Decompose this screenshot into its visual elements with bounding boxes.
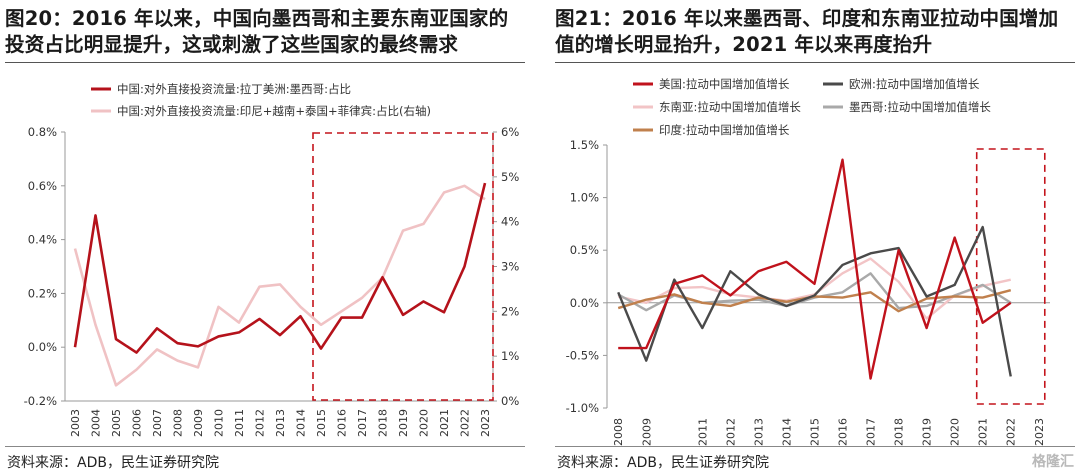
x-tick-label: 2004 [90, 409, 103, 437]
y-tick-label: 0.8% [28, 125, 57, 139]
x-tick-label: 2009 [640, 418, 653, 446]
x-tick-label: 2021 [438, 409, 451, 437]
left-source-divider [5, 446, 525, 447]
y-tick-label: 0.6% [28, 179, 57, 193]
x-tick-label: 2023 [479, 409, 492, 437]
y-tick-label: -1.0% [566, 401, 599, 415]
x-tick-label: 2021 [977, 418, 990, 446]
y2-tick-label: 3% [501, 260, 519, 274]
right-source-note: 资料来源：ADB，民生证券研究院 [557, 455, 769, 471]
series-line [617, 257, 1012, 320]
highlight-box [312, 132, 494, 401]
x-tick-label: 2019 [397, 409, 410, 437]
right-chart-title: 图21：2016 年以来墨西哥、印度和东南亚拉动中国增加值的增长明显抬升，202… [555, 7, 1059, 56]
y2-tick-label: 1% [501, 349, 519, 363]
x-tick-label: 2020 [418, 409, 431, 437]
y-tick-label: 0.4% [28, 233, 57, 247]
x-tick-label: 2005 [110, 409, 123, 437]
x-tick-label: 2020 [949, 418, 962, 446]
series-line-asean [73, 184, 486, 387]
left-panel: 图20：2016 年以来，中国向墨西哥和主要东南亚国家的投资占比明显提升，这或刺… [5, 0, 530, 475]
y-tick-label: 0.5% [570, 243, 599, 257]
x-tick-label: 2018 [377, 409, 390, 437]
x-tick-label: 2019 [921, 418, 934, 446]
legend-label: 印度:拉动中国增加值增长 [659, 123, 790, 137]
y-tick-label: 1.5% [570, 138, 599, 152]
y-tick-label: 0.0% [28, 340, 57, 354]
y2-tick-label: 5% [501, 170, 519, 184]
y2-tick-label: 4% [501, 215, 519, 229]
y-tick-label: 1.0% [570, 191, 599, 205]
right-source-divider [555, 446, 1075, 447]
y-tick-label: -0.2% [24, 394, 57, 408]
x-tick-label: 2013 [274, 409, 287, 437]
x-tick-label: 2010 [213, 409, 226, 437]
highlight-box [975, 148, 1046, 405]
series-line [618, 158, 1012, 380]
x-tick-label: 2015 [808, 418, 821, 446]
y-tick-label: 0.2% [28, 286, 57, 300]
x-tick-label: 2006 [131, 409, 144, 437]
y-tick-label: -0.5% [566, 348, 599, 362]
series-line [617, 225, 1012, 377]
legend-label: 中国:对外直接投资流量:拉丁美洲:墨西哥:占比 [117, 82, 351, 96]
right-panel: 图21：2016 年以来墨西哥、印度和东南亚拉动中国增加值的增长明显抬升，202… [555, 0, 1080, 475]
x-tick-label: 2007 [151, 409, 164, 437]
x-tick-label: 2018 [893, 418, 906, 446]
x-tick-label: 2017 [865, 418, 878, 446]
left-chart-title: 图20：2016 年以来，中国向墨西哥和主要东南亚国家的投资占比明显提升，这或刺… [5, 7, 509, 56]
left-title-divider [5, 62, 525, 63]
y-tick-label: 0.0% [570, 296, 599, 310]
x-tick-label: 2016 [837, 418, 850, 446]
left-source-note: 资料来源：ADB，民生证券研究院 [7, 455, 219, 471]
left-chart: -0.2% 0.0% 0.2% 0.4% 0.6% 0.8% 0% 1% 2% 3% 4% 5% 6% 2… [24, 82, 520, 437]
x-tick-label: 2012 [254, 409, 267, 437]
x-tick-label: 2014 [780, 418, 793, 446]
x-tick-label: 2011 [696, 418, 709, 446]
x-tick-label: 2008 [612, 418, 625, 446]
x-tick-label: 2014 [295, 409, 308, 437]
x-tick-label: 2013 [752, 418, 765, 446]
x-tick-label: 2012 [724, 418, 737, 446]
legend-label: 墨西哥:拉动中国增加值增长 [849, 100, 991, 114]
series-line-mexico [73, 182, 487, 354]
x-tick-label: 2023 [1033, 418, 1046, 446]
x-tick-label: 2016 [336, 409, 349, 437]
right-title-divider [555, 62, 1075, 63]
x-tick-label: 2015 [315, 409, 328, 437]
x-tick-label: 2008 [172, 409, 185, 437]
legend-label: 东南亚:拉动中国增加值增长 [659, 100, 801, 114]
x-tick-label: 2009 [192, 409, 205, 437]
right-chart: -1.0% -0.5% 0.0% 0.5% 1.0% 1.5% 2008 2009 2011 20… [566, 77, 1050, 446]
watermark-logo: 格隆汇 [1032, 454, 1074, 470]
y2-tick-label: 2% [501, 304, 519, 318]
legend-label: 中国:对外直接投资流量:印尼+越南+泰国+菲律宾:占比(右轴) [117, 104, 431, 118]
x-tick-label: 2011 [233, 409, 246, 437]
x-tick-label: 2022 [459, 409, 472, 437]
y2-tick-label: 0% [501, 394, 519, 408]
x-tick-label: 2003 [69, 409, 82, 437]
legend-label: 欧洲:拉动中国增加值增长 [849, 77, 980, 91]
x-tick-label: 2022 [1005, 418, 1018, 446]
x-tick-label: 2017 [356, 409, 369, 437]
legend-label: 美国:拉动中国增加值增长 [659, 77, 790, 91]
y2-tick-label: 6% [501, 125, 519, 139]
